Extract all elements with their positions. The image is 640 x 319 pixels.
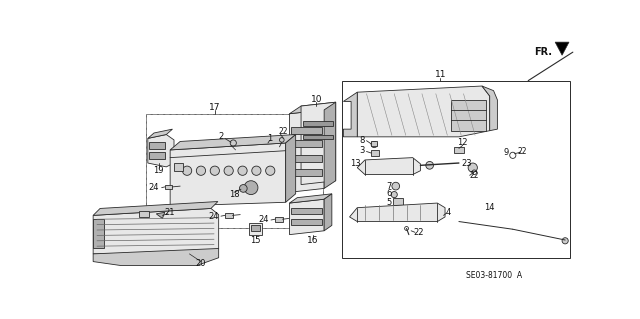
Polygon shape [170,135,296,150]
Polygon shape [357,86,490,137]
Bar [140,211,148,217]
Bar [371,141,378,146]
Text: FR.: FR. [534,47,552,57]
Bar [303,135,333,139]
Text: 17: 17 [209,103,221,112]
Polygon shape [148,129,172,138]
Bar [145,114,323,228]
Text: 6: 6 [387,189,392,198]
Polygon shape [156,212,164,219]
Polygon shape [344,92,357,137]
Circle shape [182,166,192,175]
Bar [451,100,486,131]
Text: 9: 9 [504,148,509,157]
Text: SE03-81700  A: SE03-81700 A [467,271,522,280]
Polygon shape [93,208,219,254]
Polygon shape [289,194,332,203]
Polygon shape [555,42,569,55]
Polygon shape [93,249,219,265]
Text: 15: 15 [250,235,261,245]
Bar [251,225,260,231]
Text: 8: 8 [360,136,365,145]
Text: 22: 22 [278,127,288,136]
Bar [149,142,164,149]
Bar [145,114,323,228]
Bar [303,122,333,126]
Circle shape [238,166,247,175]
Polygon shape [289,110,324,192]
Text: 4: 4 [445,208,451,217]
Bar [291,219,322,226]
Text: 10: 10 [310,95,322,104]
Bar [291,169,322,176]
Polygon shape [349,203,445,221]
Polygon shape [285,135,296,202]
Circle shape [239,185,247,192]
Bar [291,140,322,147]
Bar [291,127,322,134]
Circle shape [224,166,234,175]
Text: 22: 22 [517,147,527,156]
Polygon shape [289,102,336,114]
Polygon shape [148,135,174,167]
Text: 14: 14 [484,203,495,212]
Bar [174,163,183,171]
Text: 24: 24 [208,211,219,221]
Bar [342,81,570,258]
Circle shape [392,182,399,190]
Circle shape [244,181,258,195]
Bar [291,155,322,162]
Circle shape [266,166,275,175]
Bar [371,150,379,156]
Text: 21: 21 [164,208,175,217]
Text: 20: 20 [196,259,206,268]
Polygon shape [170,143,285,206]
Text: 23: 23 [461,159,472,168]
Polygon shape [324,194,332,231]
Text: 22: 22 [413,228,424,237]
Text: 13: 13 [351,159,361,168]
Circle shape [252,166,261,175]
Circle shape [196,166,205,175]
Polygon shape [482,86,497,131]
Polygon shape [93,202,218,215]
Text: 18: 18 [228,190,239,199]
Bar [275,217,283,221]
Bar [250,223,262,235]
Bar [291,208,322,214]
Circle shape [426,161,433,169]
Text: 12: 12 [458,138,468,147]
Text: 1: 1 [267,134,272,143]
Text: 3: 3 [360,146,365,155]
Text: 19: 19 [154,166,164,175]
Polygon shape [357,158,420,174]
Text: 24: 24 [149,183,159,192]
Bar [225,213,232,218]
Bar [149,152,164,159]
Circle shape [391,191,397,198]
Text: 22: 22 [470,171,479,180]
Bar [393,198,403,205]
Text: 5: 5 [387,198,392,207]
Text: 11: 11 [435,70,446,79]
Bar [164,185,172,189]
Polygon shape [324,102,336,189]
Circle shape [562,238,568,244]
Polygon shape [301,102,336,185]
Bar [454,147,464,153]
Text: 2: 2 [218,132,223,141]
Polygon shape [289,199,324,235]
Text: 7: 7 [387,182,392,191]
Circle shape [468,163,477,172]
Circle shape [210,166,220,175]
Text: 24: 24 [258,216,269,225]
Text: 16: 16 [307,235,318,245]
Bar [93,219,104,249]
